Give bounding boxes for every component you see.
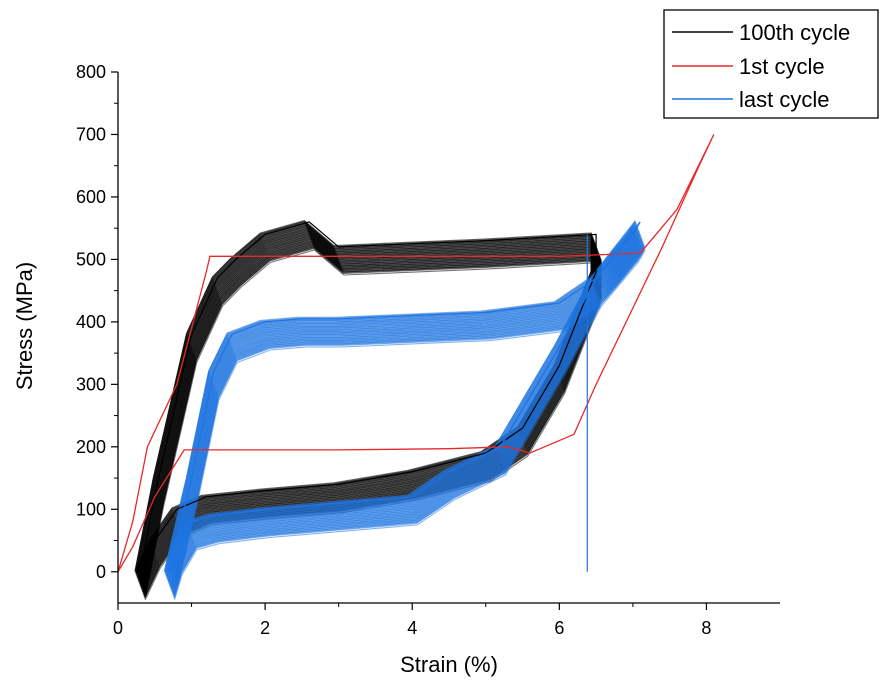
- blue-loop: [173, 246, 646, 598]
- y-tick-label: 200: [76, 437, 106, 457]
- legend-label-100th: 100th cycle: [739, 20, 850, 45]
- x-tick-label: 4: [407, 618, 417, 638]
- blue-hysteresis-band: [163, 220, 646, 601]
- x-tick-label: 2: [260, 618, 270, 638]
- legend: 100th cycle 1st cycle last cycle: [663, 9, 879, 119]
- y-tick-label: 300: [76, 374, 106, 394]
- legend-label-last: last cycle: [739, 87, 829, 112]
- x-tick-label: 6: [554, 618, 564, 638]
- blue-loop: [174, 249, 646, 601]
- y-tick-label: 500: [76, 249, 106, 269]
- y-tick-label: 100: [76, 499, 106, 519]
- series-line-1: [117, 134, 715, 573]
- y-axis-title: Stress (MPa): [12, 262, 37, 390]
- axes: 0 2 4 6 8 0 100 200 300 400 500 600 700 800 Strain (…: [12, 62, 780, 677]
- x-ticks: 0 2 4 6 8: [113, 603, 711, 638]
- y-tick-label: 700: [76, 124, 106, 144]
- y-tick-label: 400: [76, 312, 106, 332]
- x-tick-label: 0: [113, 618, 123, 638]
- series-lines: [117, 134, 715, 573]
- series-line-2: [168, 221, 641, 572]
- x-tick-label: 8: [701, 618, 711, 638]
- y-tick-label: 600: [76, 187, 106, 207]
- legend-box: [663, 9, 879, 119]
- legend-label-1st: 1st cycle: [739, 54, 825, 79]
- series-line-0: [139, 221, 597, 573]
- x-axis-title: Strain (%): [400, 652, 498, 677]
- y-ticks: 0 100 200 300 400 500 600 700 800: [76, 62, 118, 582]
- y-tick-label: 0: [96, 562, 106, 582]
- y-tick-label: 800: [76, 62, 106, 82]
- plot-area: [117, 134, 715, 601]
